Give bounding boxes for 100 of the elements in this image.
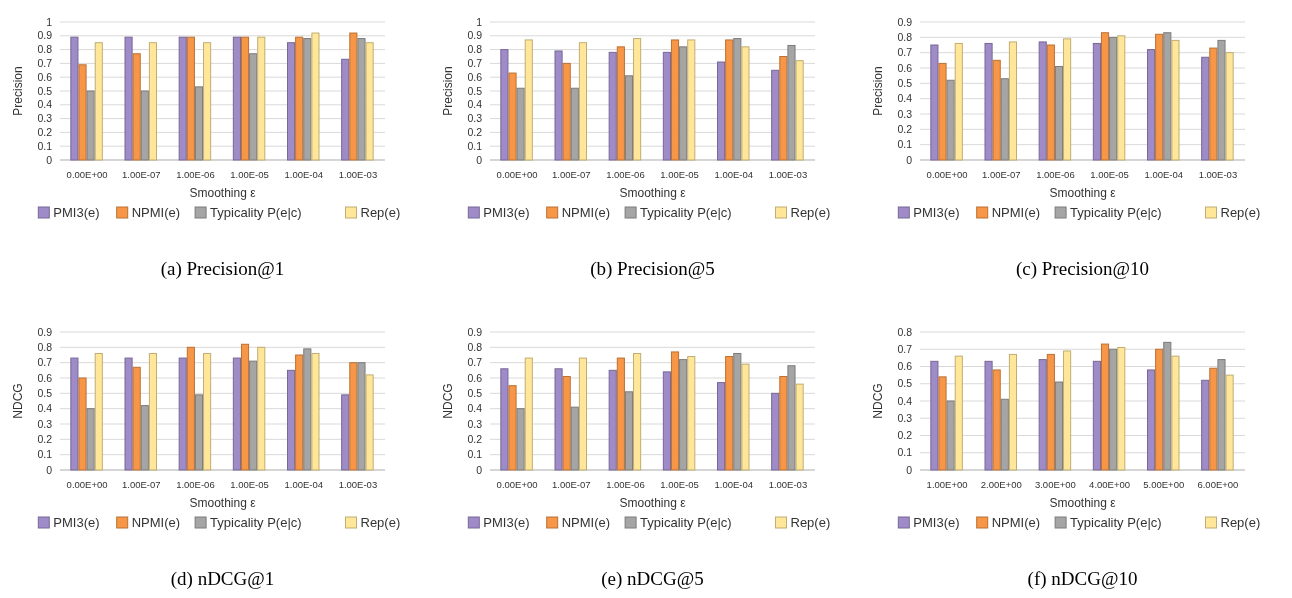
y-tick-label: 0.8	[467, 43, 483, 56]
y-tick-label: 0.2	[897, 123, 913, 136]
bar	[1054, 65, 1064, 161]
legend-label: Typicality P(e|c)	[210, 515, 302, 530]
legend-label: PMI3(e)	[483, 205, 530, 220]
bar	[1038, 41, 1047, 161]
x-axis-title: Smoothing ε	[1049, 496, 1117, 510]
legend-label: Typicality P(e|c)	[1070, 515, 1162, 530]
y-tick-label: 0.6	[467, 70, 483, 83]
bar	[1225, 374, 1234, 471]
bar	[94, 42, 103, 161]
y-tick-label: 0.1	[897, 446, 913, 459]
bar	[578, 42, 587, 161]
y-tick-label: 0	[476, 463, 483, 476]
bar	[203, 42, 212, 161]
x-tick-label: 2.00E+00	[980, 479, 1022, 490]
y-tick-label: 0	[906, 463, 913, 476]
bar	[1171, 355, 1180, 471]
bar	[938, 376, 947, 471]
bar	[725, 356, 734, 471]
y-tick-label: 0.6	[37, 70, 53, 83]
text: (f) nDCG@10	[1027, 568, 1138, 590]
bar	[203, 352, 212, 471]
y-tick-label: 0.5	[37, 387, 53, 400]
bar	[1109, 36, 1118, 161]
bar	[1225, 52, 1234, 161]
bar	[1000, 398, 1009, 471]
y-tick-label: 0.7	[467, 356, 483, 369]
x-axis-title: Smoothing ε	[619, 496, 687, 510]
bar	[365, 42, 374, 161]
bar	[771, 392, 780, 471]
bar	[349, 362, 358, 471]
bar	[578, 357, 587, 471]
y-tick-label: 0.8	[37, 43, 53, 56]
bar	[365, 374, 374, 471]
bar	[741, 46, 750, 161]
bar	[670, 351, 680, 471]
bar	[1092, 360, 1101, 471]
bar	[311, 352, 320, 471]
y-axis-title: Precision	[441, 66, 455, 116]
bar	[287, 42, 296, 161]
bar	[86, 408, 95, 471]
y-tick-label: 0.3	[467, 417, 483, 430]
y-tick-label: 0.4	[37, 98, 53, 111]
bar	[1109, 348, 1118, 471]
x-axis-title: Smoothing ε	[189, 496, 257, 510]
y-tick-label: 0.5	[37, 84, 53, 97]
x-tick-label: 0.00E+00	[66, 479, 108, 490]
bar	[1155, 33, 1164, 161]
y-tick-label: 0.3	[897, 107, 913, 120]
bar	[303, 38, 312, 161]
bar	[1209, 367, 1218, 471]
bar	[124, 357, 133, 471]
bar	[357, 38, 366, 161]
bar	[787, 44, 796, 161]
y-tick-label: 1	[476, 15, 483, 28]
y-tick-label: 0.9	[37, 325, 53, 338]
bar	[679, 359, 688, 471]
bar	[1100, 32, 1110, 161]
y-tick-label: 0	[906, 153, 913, 166]
bar	[1147, 369, 1156, 471]
bar	[311, 32, 320, 161]
y-tick-label: 0.3	[37, 417, 53, 430]
y-tick-label: 0	[46, 153, 53, 166]
bar	[1201, 56, 1210, 161]
y-tick-label: 0.6	[897, 61, 913, 74]
bar	[771, 69, 780, 161]
bar	[357, 362, 366, 471]
bar	[500, 368, 509, 471]
bar	[779, 375, 788, 471]
bar	[616, 357, 625, 471]
y-tick-label: 0.3	[37, 112, 53, 125]
x-tick-label: 1.00E-06	[176, 169, 215, 180]
legend-label: Typicality P(e|c)	[640, 515, 732, 530]
x-tick-label: 0.00E+00	[66, 169, 108, 180]
bar	[1000, 78, 1009, 161]
bar	[608, 51, 617, 161]
y-tick-label: 0.6	[467, 371, 483, 384]
bar	[1171, 39, 1180, 161]
bar	[257, 346, 266, 471]
x-tick-label: 1.00E-06	[176, 479, 215, 490]
x-tick-label: 1.00E+00	[926, 479, 968, 490]
y-tick-label: 0.2	[467, 126, 483, 139]
legend-label: PMI3(e)	[913, 515, 960, 530]
y-tick-label: 0.4	[467, 402, 483, 415]
y-tick-label: 0.7	[897, 342, 913, 355]
bar	[1092, 42, 1101, 161]
y-tick-label: 0.3	[897, 411, 913, 424]
bar	[662, 371, 671, 471]
bar	[1046, 44, 1055, 161]
y-tick-label: 0.7	[37, 356, 53, 369]
bar	[741, 363, 750, 471]
y-tick-label: 0.6	[37, 371, 53, 384]
bar	[508, 72, 517, 161]
x-tick-label: 4.00E+00	[1089, 479, 1131, 490]
text: (b) Precision@5	[590, 258, 715, 280]
x-tick-label: 1.00E-07	[981, 169, 1021, 180]
y-tick-label: 0.1	[467, 139, 483, 152]
text: (a) Precision@1	[160, 258, 285, 280]
legend-label: Rep(e)	[360, 515, 401, 530]
